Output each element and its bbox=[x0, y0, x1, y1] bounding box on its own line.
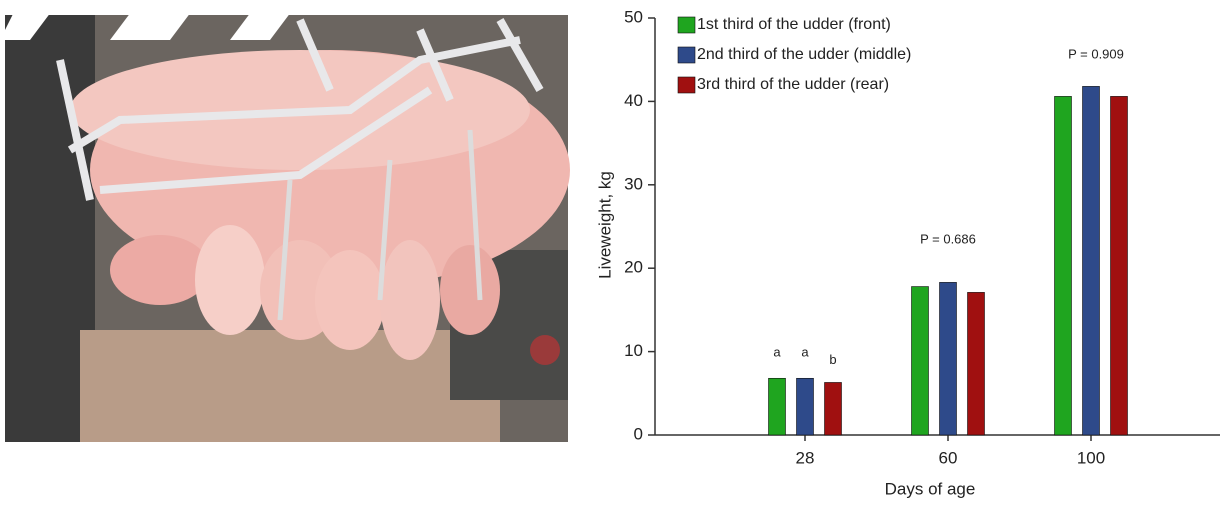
legend-label: 2nd third of the udder (middle) bbox=[697, 46, 911, 63]
y-axis-label: Liveweight, kg bbox=[595, 171, 614, 279]
annotation: P = 0.686 bbox=[920, 231, 976, 246]
legend-label: 3rd third of the udder (rear) bbox=[697, 76, 889, 93]
bar bbox=[1054, 96, 1072, 436]
y-tick-label: 10 bbox=[624, 341, 643, 360]
y-tick-label: 30 bbox=[624, 174, 643, 193]
legend-swatch bbox=[677, 76, 696, 94]
x-tick-label: 28 bbox=[796, 448, 815, 467]
annotation: a bbox=[801, 345, 809, 360]
x-tick-label: 100 bbox=[1077, 448, 1105, 467]
bar bbox=[768, 377, 786, 436]
annotation: a bbox=[773, 345, 781, 360]
bar bbox=[911, 286, 929, 436]
legend-label: 1st third of the udder (front) bbox=[697, 16, 891, 33]
legend-swatch bbox=[677, 46, 696, 64]
y-tick-label: 50 bbox=[624, 7, 643, 26]
x-tick-label: 60 bbox=[939, 448, 958, 467]
photo bbox=[0, 0, 570, 442]
legend-swatch bbox=[677, 16, 696, 34]
x-axis-label: Days of age bbox=[885, 479, 976, 498]
bar bbox=[1110, 96, 1128, 436]
bar bbox=[796, 377, 814, 436]
bar bbox=[967, 292, 985, 436]
bar bbox=[1082, 86, 1100, 436]
y-tick-label: 20 bbox=[624, 258, 643, 277]
annotation: P = 0.909 bbox=[1068, 46, 1124, 61]
bar bbox=[824, 382, 842, 436]
y-tick-label: 0 bbox=[634, 424, 643, 443]
y-tick-label: 40 bbox=[624, 91, 643, 110]
annotation: b bbox=[829, 352, 836, 367]
bar bbox=[939, 282, 957, 436]
